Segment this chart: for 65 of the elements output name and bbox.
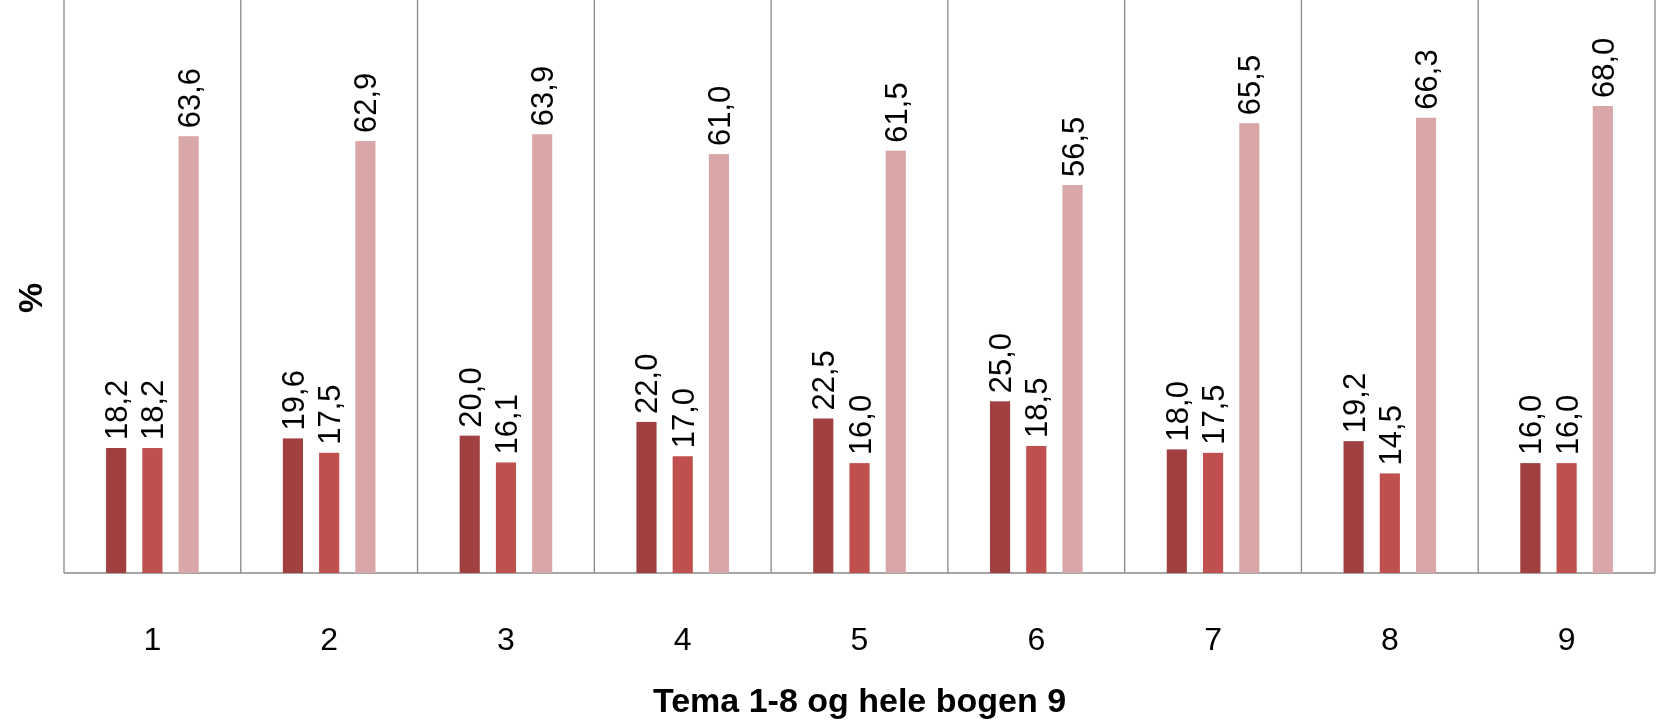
bar [178,136,199,573]
x-tick-label: 2 [320,621,339,657]
data-label: 16,0 [1513,394,1549,456]
data-label: 19,6 [275,370,311,431]
data-label: 16,0 [842,394,878,456]
bar [1520,463,1541,573]
data-label: 22,0 [629,353,665,414]
data-label: 14,5 [1372,405,1408,466]
data-label: 19,2 [1336,372,1372,434]
x-tick-label: 1 [143,621,162,657]
data-label: 17,5 [1196,384,1232,445]
x-tick-label: 7 [1204,621,1222,657]
data-label: 16,0 [1549,394,1585,456]
bar [1379,473,1400,573]
data-label: 61,5 [878,82,914,143]
bar [1026,445,1047,573]
data-label: 65,5 [1232,54,1268,116]
x-tick-label: 6 [1027,621,1046,657]
bar [885,150,906,573]
bar [495,462,517,573]
data-label: 56,5 [1055,116,1091,177]
bar [708,154,730,573]
bar [636,421,657,573]
data-label: 18,0 [1159,381,1195,442]
data-label: 68,0 [1585,37,1621,99]
x-tick-label: 3 [497,621,515,657]
y-axis-title: % [11,282,49,314]
data-label: 18,2 [99,379,135,441]
data-label: 63,9 [525,65,561,127]
x-tick-label: 8 [1380,621,1399,657]
bar [532,134,553,573]
data-label: 18,2 [135,379,171,441]
bar [1166,449,1187,573]
bar [849,463,870,573]
bar [106,448,127,573]
data-label: 62,9 [348,72,384,134]
bar [989,401,1011,573]
x-tick-label: 4 [673,621,692,657]
data-label: 18,5 [1019,377,1055,438]
x-tick-label: 9 [1557,621,1576,657]
bar [1416,117,1437,573]
data-label: 17,0 [665,387,701,449]
bar [1202,452,1224,573]
bar [672,456,693,573]
bar [1343,441,1364,573]
bar [1592,106,1613,573]
bar [459,435,480,573]
bar [355,141,376,573]
data-label: 20,0 [452,367,488,428]
data-label: 25,0 [983,332,1019,394]
data-label: 17,5 [312,384,348,445]
bar [319,452,340,573]
data-label: 61,0 [701,85,737,147]
bar [813,418,834,573]
data-label: 66,3 [1409,49,1445,110]
data-label: 63,6 [171,67,207,129]
bar [1556,463,1577,573]
bar [1062,184,1083,573]
data-label: 16,1 [488,394,524,455]
bar [282,438,303,573]
bar [142,448,163,573]
bar [1239,123,1260,573]
x-axis-title: Tema 1-8 og hele bogen 9 [652,681,1067,719]
data-label: 22,5 [806,350,842,411]
x-tick-label: 5 [850,621,869,657]
